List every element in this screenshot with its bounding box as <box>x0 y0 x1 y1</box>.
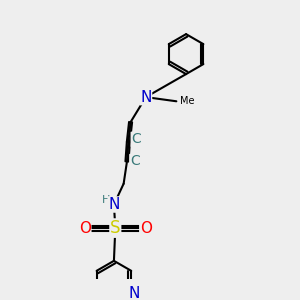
Text: N: N <box>108 197 120 212</box>
Text: N: N <box>128 286 140 300</box>
Text: H: H <box>102 195 110 205</box>
Text: O: O <box>140 220 152 236</box>
Text: Me: Me <box>180 96 194 106</box>
Text: N: N <box>140 90 152 105</box>
Text: O: O <box>79 220 91 236</box>
Text: S: S <box>110 219 121 237</box>
Text: C: C <box>131 132 141 146</box>
Text: C: C <box>130 154 140 169</box>
